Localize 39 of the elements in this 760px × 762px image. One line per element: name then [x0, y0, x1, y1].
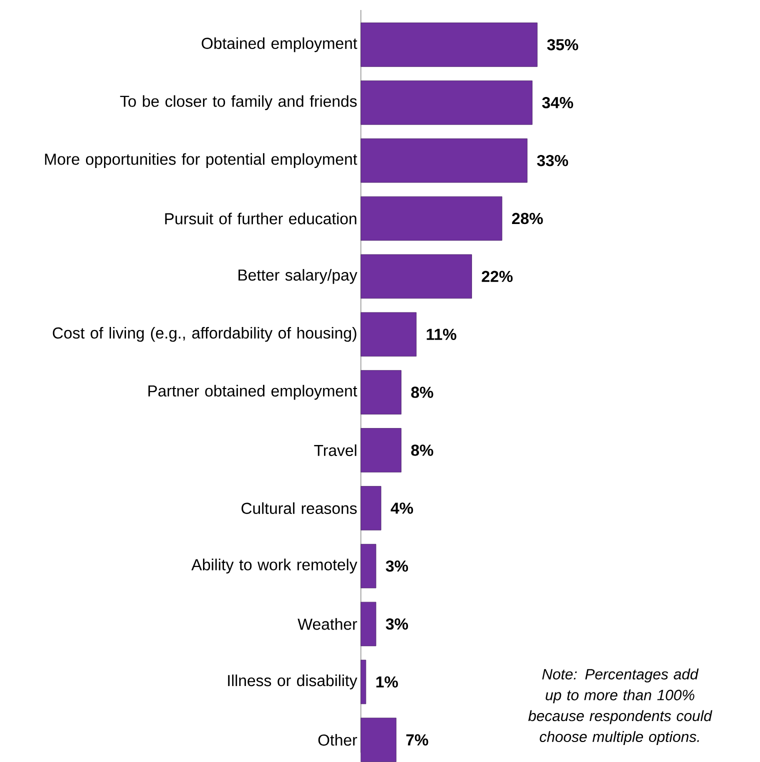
data-label: 8%: [411, 386, 434, 398]
data-label: 28%: [512, 212, 544, 224]
y-tick-label: Travel: [314, 444, 356, 456]
y-tick-label: Ability to work remotely: [192, 558, 358, 574]
y-tick-label: Weather: [298, 618, 358, 630]
bar: [360, 312, 417, 357]
bar: [360, 486, 382, 530]
bar: [360, 196, 502, 241]
data-label: 22%: [482, 270, 513, 282]
bar: [360, 22, 538, 67]
data-label: 11%: [426, 328, 456, 340]
y-tick-label: Cultural reasons: [242, 502, 357, 514]
data-label: 8%: [411, 444, 434, 456]
data-label: 35%: [547, 39, 578, 50]
y-tick-label: Cost of living (e.g., affordability of housing): [53, 326, 356, 342]
bar: [360, 138, 528, 183]
y-tick-label: Other: [318, 734, 358, 746]
bar: [360, 602, 376, 646]
bar: [360, 80, 533, 125]
data-label: 3%: [386, 618, 408, 630]
data-label: 1%: [376, 676, 398, 688]
y-tick-label: Pursuit of further education: [165, 212, 356, 224]
data-label: 4%: [390, 502, 414, 514]
y-tick-label: Partner obtained employment: [148, 384, 358, 400]
y-tick-label: Obtained employment: [202, 37, 358, 52]
bar: [360, 718, 397, 762]
bar: [360, 428, 402, 472]
y-tick-label: Better salary/pay: [238, 269, 358, 284]
data-label: 34%: [542, 97, 574, 108]
bar: [360, 370, 402, 414]
y-tick-label: Illness or disability: [228, 674, 358, 690]
data-label: 33%: [537, 154, 568, 166]
annotation: Note: Percentages add up to more than 100% because respondents could choose multiple options.: [528, 668, 713, 745]
y-tick-label: More opportunities for potential employment: [45, 153, 358, 168]
bar: [360, 544, 376, 588]
y-tick-label: To be closer to family and friends: [120, 95, 357, 110]
data-label: 7%: [406, 734, 428, 746]
data-label: 3%: [386, 560, 408, 572]
bar: [360, 254, 472, 299]
